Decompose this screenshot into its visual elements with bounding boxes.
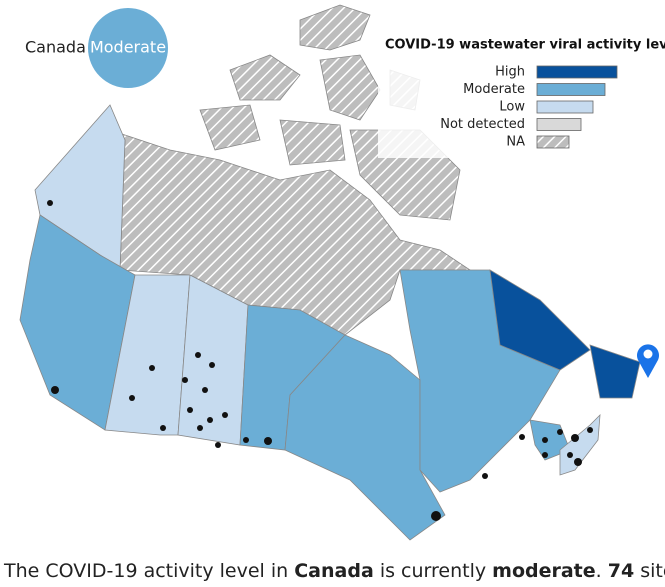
site-dot: [149, 365, 155, 371]
site-dot: [187, 407, 193, 413]
site-dot: [264, 437, 272, 445]
text: is currently: [373, 560, 493, 582]
site-dot: [542, 452, 548, 458]
text: .: [595, 560, 608, 582]
badge-text: Moderate: [90, 38, 166, 57]
site-dot: [209, 362, 215, 368]
legend-bg: [378, 30, 660, 158]
text: Canada: [294, 560, 374, 582]
site-dot: [129, 395, 135, 401]
site-dot: [182, 377, 188, 383]
site-dot: [567, 452, 573, 458]
site-dot: [202, 387, 208, 393]
legend: High Moderate Low Not detected NA: [440, 65, 618, 150]
site-dot: [215, 442, 221, 448]
legend-swatch: [536, 135, 570, 149]
site-dot: [542, 437, 548, 443]
site-dot: [482, 473, 488, 479]
map-pin[interactable]: [637, 344, 659, 378]
text: moderate: [492, 560, 596, 582]
legend-label: Low: [499, 100, 525, 115]
region: [19, 214, 136, 431]
site-dot: [160, 425, 166, 431]
regions: [19, 4, 641, 541]
summary: The COVID-19 activity level in Canada is…: [4, 560, 665, 582]
site-dot: [557, 429, 563, 435]
legend-swatch: [536, 65, 618, 79]
text: sites: [640, 560, 665, 582]
text: The COVID-19 activity level in: [4, 560, 295, 582]
region: [489, 269, 641, 399]
site-dot: [574, 458, 582, 466]
region: [104, 274, 191, 436]
site-dot: [571, 434, 579, 442]
legend-swatch: [536, 118, 582, 131]
site-dot: [243, 437, 249, 443]
legend-label: Not detected: [440, 117, 525, 132]
region: [284, 334, 446, 541]
level-badge: [88, 8, 168, 88]
site-dot: [51, 386, 59, 394]
site-dot: [47, 200, 53, 206]
site-dot: [222, 412, 228, 418]
legend-label: High: [495, 65, 525, 80]
legend-label: Moderate: [463, 82, 525, 97]
legend-title: COVID-19 wastewater viral activity level: [385, 38, 665, 53]
site-dot: [519, 434, 525, 440]
map: Canada Moderate COVID-19 wastewater vira…: [19, 4, 665, 541]
legend-swatch: [536, 83, 606, 96]
region: [559, 413, 601, 476]
region: [177, 274, 249, 446]
site-dot: [207, 417, 213, 423]
site-dots: [47, 200, 593, 521]
site-dot: [195, 352, 201, 358]
site-dot: [587, 427, 593, 433]
text: 74: [607, 560, 635, 582]
site-dot: [197, 425, 203, 431]
legend-label: NA: [506, 135, 525, 150]
legend-swatch: [536, 100, 594, 114]
header-label: Canada: [25, 38, 86, 57]
site-dot: [431, 511, 441, 521]
